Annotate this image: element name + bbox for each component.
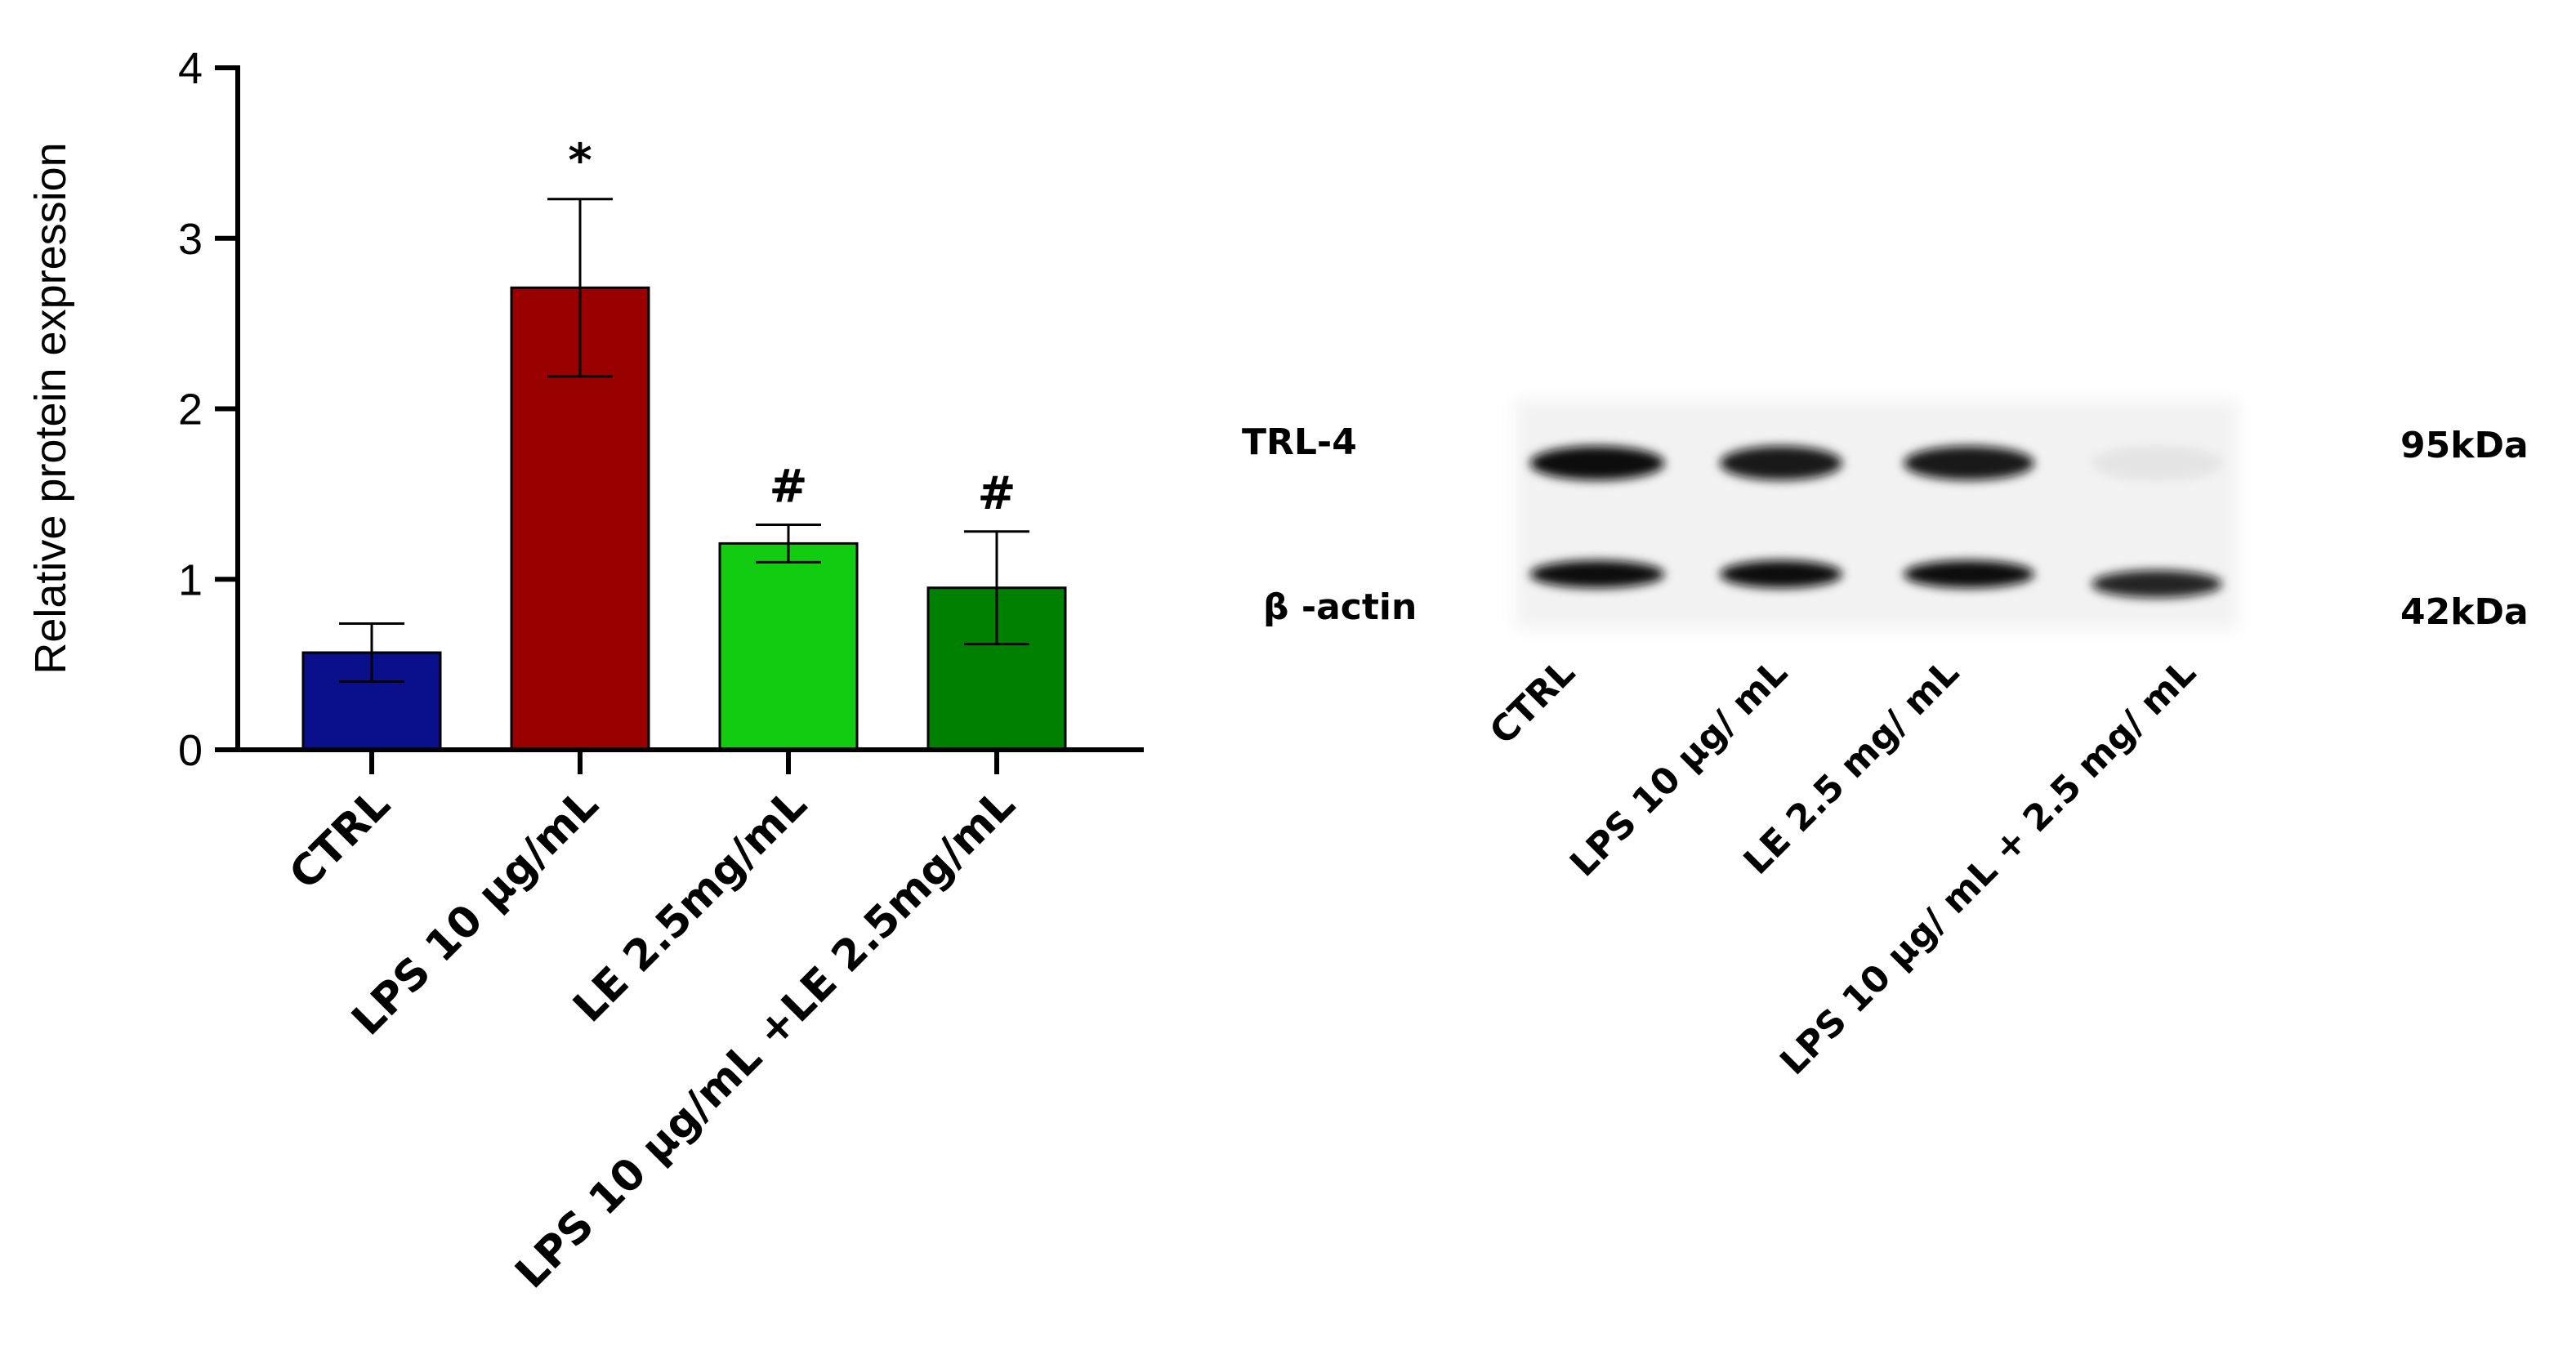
y-axis-ticks: 0 1 2 3 4	[178, 44, 238, 775]
x-tick-label: CTRL	[280, 780, 400, 899]
band-label-trl4: TRL-4	[1242, 421, 1357, 463]
blot-band	[1529, 560, 1665, 588]
y-tick-label: 2	[178, 386, 203, 435]
bar-chart: Relative protein expression 0 1 2 3 4 * # # CT…	[26, 44, 1144, 1298]
western-blot: TRL-4 β -actin 95kDa 42kDa CTRL LPS 10 µ…	[1242, 400, 2529, 1083]
lane-label-lps-le: LPS 10 µg/ mL + 2.5 mg/ mL	[1772, 652, 2203, 1083]
band-size-95kda: 95kDa	[2400, 425, 2529, 466]
blot-band	[1904, 446, 2034, 480]
blot-bands	[1529, 446, 2222, 598]
y-axis-label: Relative protein expression	[26, 142, 75, 674]
lane-labels: CTRL LPS 10 µg/ mL LE 2.5 mg/ mL LPS 10 …	[1482, 652, 2204, 1083]
band-label-beta-actin: β -actin	[1263, 586, 1417, 628]
bar	[718, 542, 859, 751]
y-tick-label: 4	[178, 44, 203, 93]
y-tick-label: 3	[178, 215, 203, 264]
blot-band	[2092, 446, 2222, 480]
blot-band	[1720, 560, 1842, 588]
y-tick-label: 1	[178, 555, 203, 604]
blot-band	[1904, 560, 2034, 588]
blot-band	[1529, 446, 1665, 480]
band-size-42kda: 42kDa	[2400, 591, 2529, 633]
y-tick-label: 0	[178, 726, 203, 775]
x-axis-ticks	[369, 750, 999, 774]
blot-band	[2092, 570, 2222, 598]
lane-label-ctrl: CTRL	[1482, 652, 1583, 753]
blot-band	[1720, 446, 1842, 480]
bars: * # #	[301, 135, 1067, 751]
significance-mark: #	[978, 467, 1016, 520]
significance-mark: *	[568, 135, 592, 188]
significance-mark: #	[770, 460, 808, 513]
